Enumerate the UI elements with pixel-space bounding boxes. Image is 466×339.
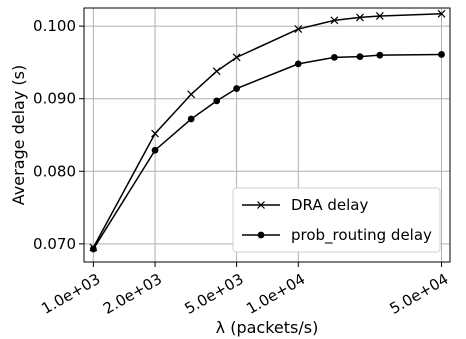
series-layer [89, 9, 446, 253]
legend-marker [257, 231, 265, 239]
x-axis: 1.0e+032.0e+03 5.0e+031.0e+04 5.0e+04 [38, 262, 452, 318]
x-tick-label: 1.0e+04 [243, 270, 308, 318]
legend-label: DRA delay [291, 196, 369, 214]
legend-box [232, 187, 441, 253]
x-axis-title: λ (packets/s) [216, 318, 319, 337]
data-point [375, 12, 384, 20]
x-tick-label: 5.0e+04 [386, 270, 451, 318]
data-point [438, 51, 445, 58]
y-axis: 0.070 0.080 0.090 0.100 [33, 17, 84, 253]
data-point [232, 53, 241, 62]
x-tick-label: 5.0e+03 [182, 270, 247, 318]
data-point [294, 25, 303, 33]
data-point [187, 90, 196, 99]
y-tick-label: 0.090 [33, 90, 76, 108]
data-point [437, 9, 446, 18]
series-line [92, 13, 442, 248]
legend-item: prob_routing delay [242, 226, 432, 245]
data-point [212, 67, 221, 76]
plot-frame [83, 7, 451, 263]
legend-marker [257, 201, 265, 209]
data-point [233, 85, 241, 92]
legend: DRA delay prob_routing delay [232, 187, 441, 253]
y-axis-title: Average delay (s) [9, 65, 28, 205]
series-line [92, 53, 442, 250]
data-point [151, 146, 159, 154]
data-point [376, 51, 384, 59]
legend-item: DRA delay [242, 196, 369, 214]
legend-label: prob_routing delay [291, 226, 432, 245]
data-point [187, 115, 195, 123]
data-point [213, 97, 221, 105]
series-prob-routing-delay [89, 51, 445, 253]
x-tick-label: 2.0e+03 [100, 270, 165, 318]
data-point [356, 13, 364, 22]
data-point [356, 53, 364, 61]
x-tick-label: 1.0e+03 [38, 270, 103, 318]
data-point [294, 60, 302, 68]
data-point [330, 53, 338, 61]
data-point [151, 129, 159, 138]
y-tick-label: 0.070 [33, 235, 76, 253]
y-tick-label: 0.100 [33, 17, 76, 35]
data-point [330, 16, 339, 25]
y-tick-label: 0.080 [33, 162, 76, 180]
data-point [89, 245, 97, 253]
